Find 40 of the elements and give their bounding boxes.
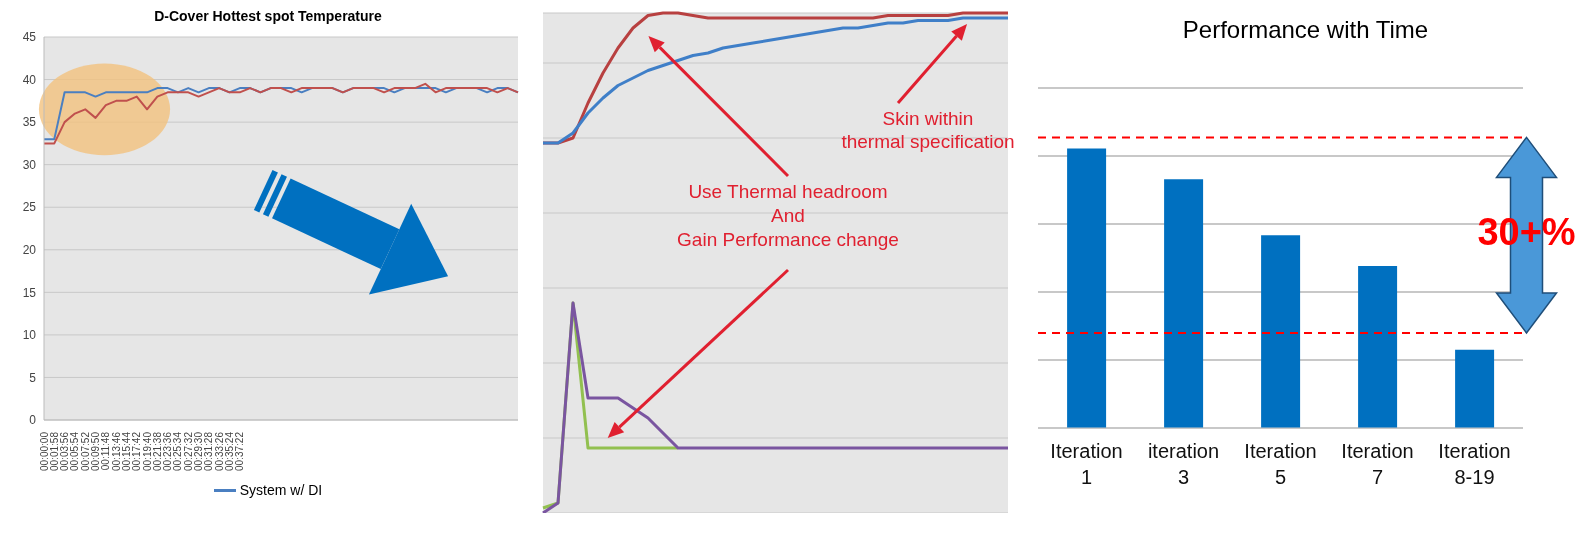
- x-tick-label: 00:37:22: [234, 431, 246, 471]
- x-tick-label: 00:35:24: [223, 431, 235, 471]
- legend-label: System w/ DI: [239, 482, 323, 498]
- y-tick-label: 10: [22, 328, 37, 343]
- x-tick-label: 00:03:56: [59, 431, 71, 471]
- y-tick-label: 25: [22, 200, 37, 215]
- y-tick-label: 15: [22, 285, 37, 300]
- y-tick-label: 45: [22, 30, 37, 45]
- x-tick-label: 00:11:48: [100, 431, 112, 471]
- annotation: Skin within thermal specification: [840, 108, 1016, 154]
- x-tick-label: 00:21:38: [151, 431, 163, 471]
- x-tick-label: 00:07:52: [79, 431, 91, 471]
- x-tick-label: Iteration 1: [1050, 440, 1123, 488]
- x-tick-label: 00:29:30: [193, 431, 205, 471]
- chart-title: D-Cover Hottest spot Temperature: [153, 8, 383, 26]
- x-tick-label: 00:13:46: [110, 431, 122, 471]
- y-tick-label: 20: [22, 243, 37, 258]
- chart-title: Performance with Time: [1181, 15, 1430, 45]
- x-tick-label: iteration 3: [1147, 440, 1220, 488]
- x-tick-label: 00:33:26: [213, 431, 225, 471]
- x-tick-label: Iteration 5: [1244, 440, 1317, 488]
- x-tick-label: 00:23:36: [162, 431, 174, 471]
- x-tick-label: 00:00:00: [38, 431, 50, 471]
- x-tick-label: 00:01:58: [48, 431, 60, 471]
- x-tick-label: 00:15:44: [120, 431, 132, 471]
- x-tick-label: 00:09:50: [90, 431, 102, 471]
- x-tick-label: 00:27:32: [182, 431, 194, 471]
- y-tick-label: 5: [29, 370, 37, 385]
- y-tick-label: 40: [22, 72, 37, 87]
- y-tick-label: 35: [22, 115, 37, 130]
- x-tick-label: 00:17:42: [131, 431, 143, 471]
- x-tick-label: Iteration 7: [1341, 440, 1414, 488]
- x-tick-label: 00:31:28: [203, 431, 215, 471]
- x-tick-label: 00:19:40: [141, 431, 153, 471]
- y-tick-label: 0: [29, 413, 37, 428]
- annotation: Use Thermal headroom And Gain Performance change: [676, 180, 900, 252]
- x-tick-label: Iteration 8-19: [1438, 440, 1511, 488]
- x-tick-label: 00:25:34: [172, 431, 184, 471]
- y-tick-label: 30: [22, 157, 37, 172]
- x-tick-label: 00:05:54: [69, 431, 81, 471]
